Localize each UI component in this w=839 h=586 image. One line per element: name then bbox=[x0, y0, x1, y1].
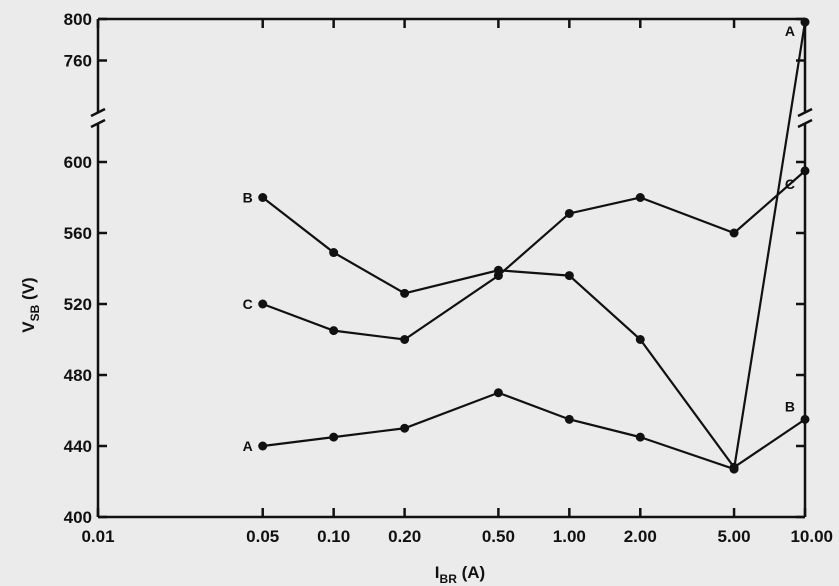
x-tick-label: 1.00 bbox=[553, 527, 586, 546]
series-label-end: B bbox=[785, 398, 795, 414]
x-tick-label: 0.50 bbox=[482, 527, 515, 546]
series-label-end: C bbox=[785, 176, 795, 192]
data-point bbox=[493, 271, 503, 281]
y-axis-title-sub: SB bbox=[28, 304, 42, 321]
data-point bbox=[329, 248, 339, 258]
x-tick-label: 0.01 bbox=[81, 527, 114, 546]
x-tick-label: 0.10 bbox=[317, 527, 350, 546]
series-line bbox=[262, 170, 806, 341]
y-axis-title-unit: (V) bbox=[19, 277, 38, 304]
data-point bbox=[400, 288, 410, 298]
data-point bbox=[729, 462, 739, 472]
y-axis-break-left bbox=[90, 107, 106, 129]
y-axis-break-right bbox=[797, 107, 813, 129]
data-point bbox=[329, 326, 339, 336]
x-tick-label: 2.00 bbox=[624, 527, 657, 546]
data-point bbox=[564, 414, 574, 424]
x-tick-label: 0.05 bbox=[246, 527, 279, 546]
x-axis-title-sub: BR bbox=[440, 572, 458, 586]
x-axis-title: IBR (A) bbox=[435, 563, 485, 586]
data-point bbox=[800, 166, 810, 176]
plot-frame bbox=[90, 17, 813, 519]
data-point bbox=[258, 193, 268, 202]
series-line bbox=[262, 21, 807, 471]
x-axis-title-unit: (A) bbox=[457, 563, 485, 582]
x-tick-label: 10.00 bbox=[790, 527, 833, 546]
series-label-start: B bbox=[243, 190, 253, 206]
data-point bbox=[493, 388, 503, 398]
data-point bbox=[635, 335, 645, 344]
data-point bbox=[400, 423, 410, 433]
y-axis-title-main: V bbox=[19, 321, 38, 333]
series-line bbox=[262, 196, 806, 469]
series-a: AA bbox=[243, 17, 810, 474]
y-tick-label: 760 bbox=[64, 52, 92, 71]
x-axis-title-main: I bbox=[435, 563, 440, 582]
data-point bbox=[400, 335, 410, 344]
y-axis-title: VSB (V) bbox=[19, 277, 42, 332]
data-point bbox=[329, 432, 339, 442]
x-axis: 0.01 0.05 0.10 0.20 0.50 1.00 2.00 5.00 10.00 bbox=[81, 19, 833, 546]
data-point bbox=[800, 17, 810, 27]
data-point bbox=[564, 208, 574, 218]
y-tick-label: 800 bbox=[64, 10, 92, 29]
series-label-start: C bbox=[243, 296, 253, 312]
y-tick-label: 440 bbox=[64, 437, 92, 456]
series-c: CC bbox=[243, 166, 810, 344]
y-tick-label: 600 bbox=[64, 153, 92, 172]
data-point bbox=[635, 432, 645, 442]
y-tick-label: 400 bbox=[64, 508, 92, 527]
data-point bbox=[729, 228, 739, 238]
y-tick-label: 520 bbox=[64, 295, 92, 314]
series-label-start: A bbox=[243, 438, 253, 454]
series-b: BB bbox=[243, 190, 810, 472]
data-point bbox=[564, 271, 574, 281]
y-tick-label: 480 bbox=[64, 366, 92, 385]
data-point bbox=[258, 441, 268, 451]
data-point bbox=[800, 414, 810, 424]
data-point bbox=[635, 193, 645, 202]
y-axis: 400 440 480 520 560 600 760 800 bbox=[64, 10, 805, 527]
x-tick-label: 0.20 bbox=[388, 527, 421, 546]
y-tick-label: 560 bbox=[64, 224, 92, 243]
data-point bbox=[258, 299, 268, 309]
series-label-end: A bbox=[785, 23, 795, 39]
x-tick-label: 5.00 bbox=[718, 527, 751, 546]
